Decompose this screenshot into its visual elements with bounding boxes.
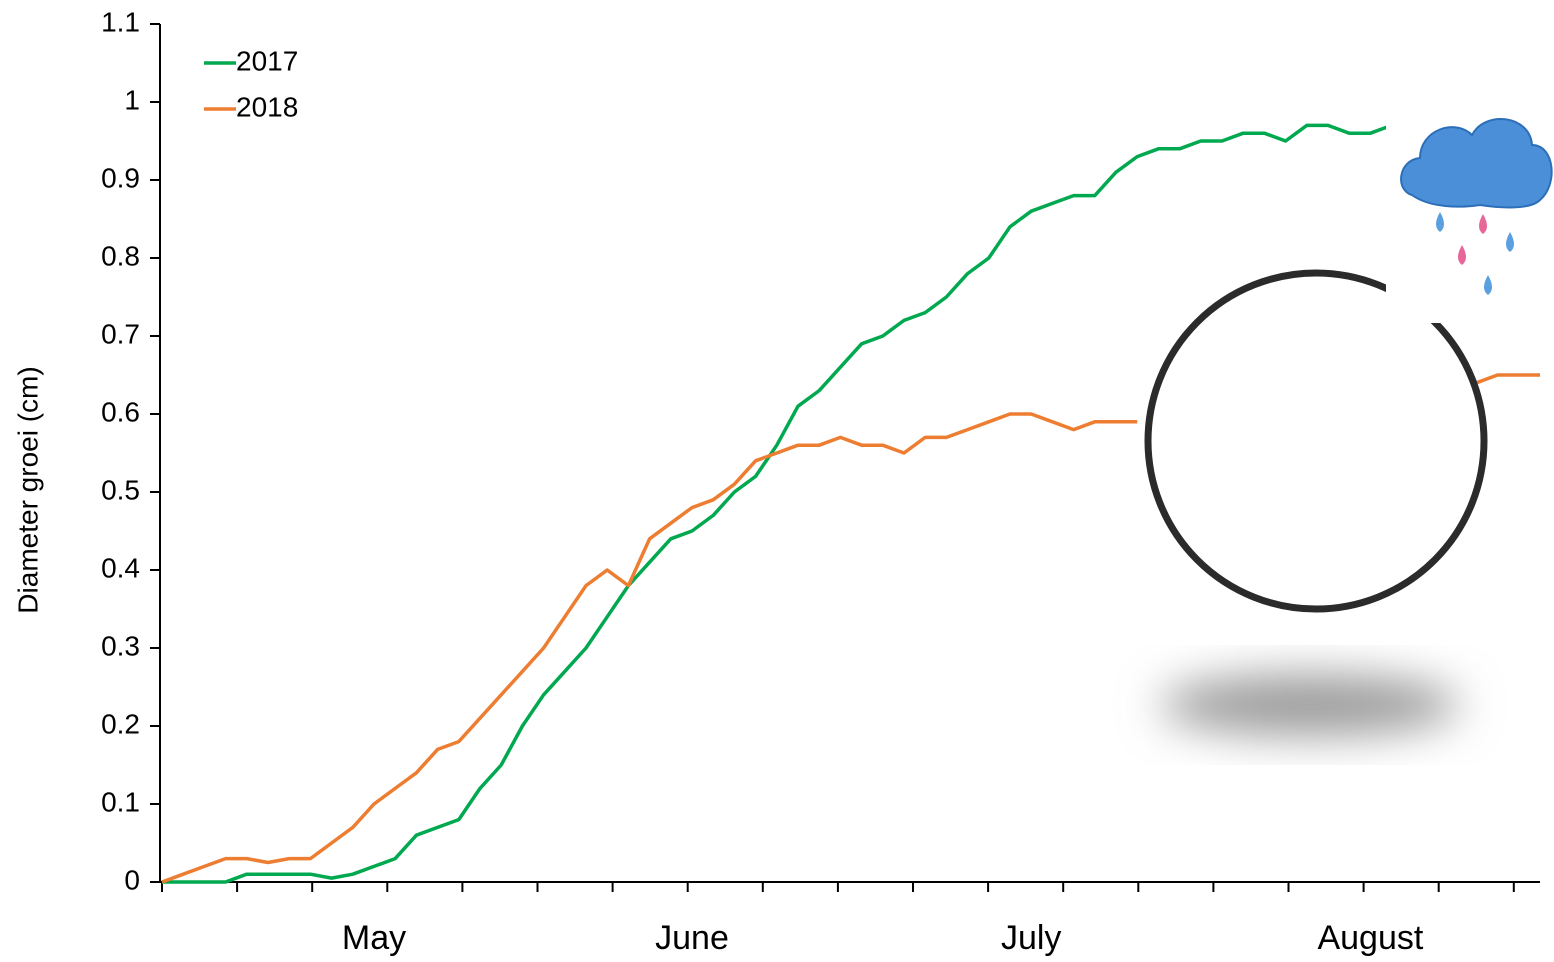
y-tick-label: 1.1	[101, 6, 140, 37]
x-tick-label: August	[1317, 919, 1423, 957]
icon-background	[1386, 95, 1554, 323]
y-tick-label: 1	[124, 84, 140, 115]
y-tick-label: 0.8	[101, 240, 140, 271]
legend-label: 2018	[236, 91, 298, 122]
x-tick-label: July	[1001, 919, 1061, 957]
x-tick-label: June	[655, 919, 729, 957]
shadow	[1160, 675, 1460, 735]
y-tick-label: 0	[124, 864, 140, 895]
y-tick-label: 0.1	[101, 786, 140, 817]
y-tick-label: 0.3	[101, 630, 140, 661]
illustration	[1148, 95, 1554, 735]
chart: Diameter groei (cm) 0 0.1 0.2 0.3 0.4 0.5 0.6 0…	[0, 0, 1554, 962]
y-tick-label: 0.9	[101, 162, 140, 193]
x-tick-label: May	[342, 919, 406, 957]
legend-label: 2017	[236, 45, 298, 76]
y-tick-label: 0.6	[101, 396, 140, 427]
y-tick-label: 0.4	[101, 552, 140, 583]
magnifier	[1148, 273, 1484, 609]
y-tick-label: 0.7	[101, 318, 140, 349]
y-axis-label: Diameter groei (cm)	[12, 366, 43, 613]
y-tick-label: 0.5	[101, 474, 140, 505]
y-tick-label: 0.2	[101, 708, 140, 739]
